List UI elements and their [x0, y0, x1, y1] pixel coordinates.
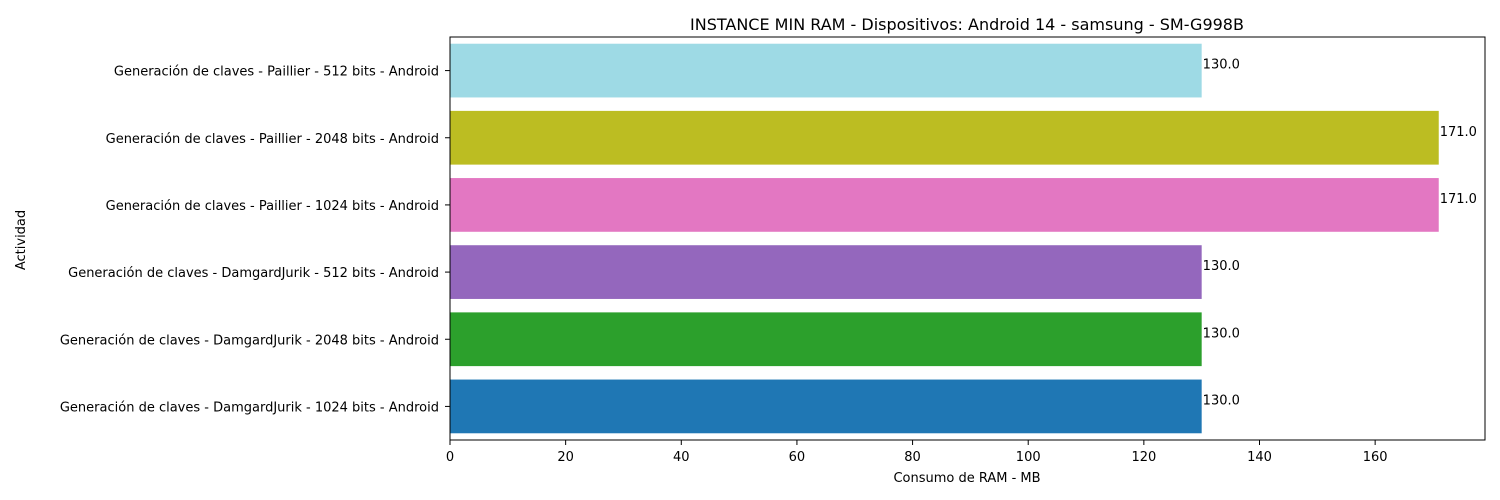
bars-layer: 130.0 130.0 130.0 171.0 171.0 130.0	[450, 43, 1477, 434]
value-label-4: 171.0	[1440, 125, 1477, 140]
y-tick-label-5: Generación de claves - Paillier - 512 bi…	[114, 65, 439, 80]
bar-3	[450, 178, 1439, 232]
y-tick-label-3: Generación de claves - Paillier - 1024 b…	[106, 199, 439, 214]
plot-frame	[449, 36, 1486, 441]
value-label-5: 130.0	[1203, 58, 1240, 73]
x-tick-label-6: 120	[1131, 450, 1156, 465]
x-tick-label-0: 0	[446, 450, 454, 465]
value-label-3: 171.0	[1440, 192, 1477, 207]
y-tick-label-0: Generación de claves - DamgardJurik - 10…	[60, 400, 439, 415]
y-axis-label: Actividad	[14, 210, 29, 270]
x-tick-label-4: 80	[904, 450, 921, 465]
chart-title: INSTANCE MIN RAM - Dispositivos: Android…	[690, 15, 1244, 34]
x-tick-label-1: 20	[557, 450, 574, 465]
x-tick-label-5: 100	[1016, 450, 1041, 465]
x-tick-label-3: 60	[789, 450, 806, 465]
value-label-1: 130.0	[1203, 326, 1240, 341]
y-tick-label-4: Generación de claves - Paillier - 2048 b…	[106, 132, 439, 147]
bar-1	[450, 312, 1202, 367]
y-tick-label-2: Generación de claves - DamgardJurik - 51…	[68, 266, 439, 281]
x-axis-label: Consumo de RAM - MB	[893, 471, 1040, 486]
y-tick-label-1: Generación de claves - DamgardJurik - 20…	[60, 333, 439, 348]
x-tick-label-7: 140	[1247, 450, 1272, 465]
axes-layer: Generación de claves - DamgardJurik - 10…	[60, 36, 1486, 465]
bar-5	[450, 43, 1202, 98]
value-label-2: 130.0	[1203, 259, 1240, 274]
x-tick-label-2: 40	[673, 450, 690, 465]
bar-4	[450, 110, 1439, 165]
bar-0	[450, 379, 1202, 434]
value-label-0: 130.0	[1203, 394, 1240, 409]
x-tick-label-8: 160	[1363, 450, 1388, 465]
bar-2	[450, 245, 1202, 299]
